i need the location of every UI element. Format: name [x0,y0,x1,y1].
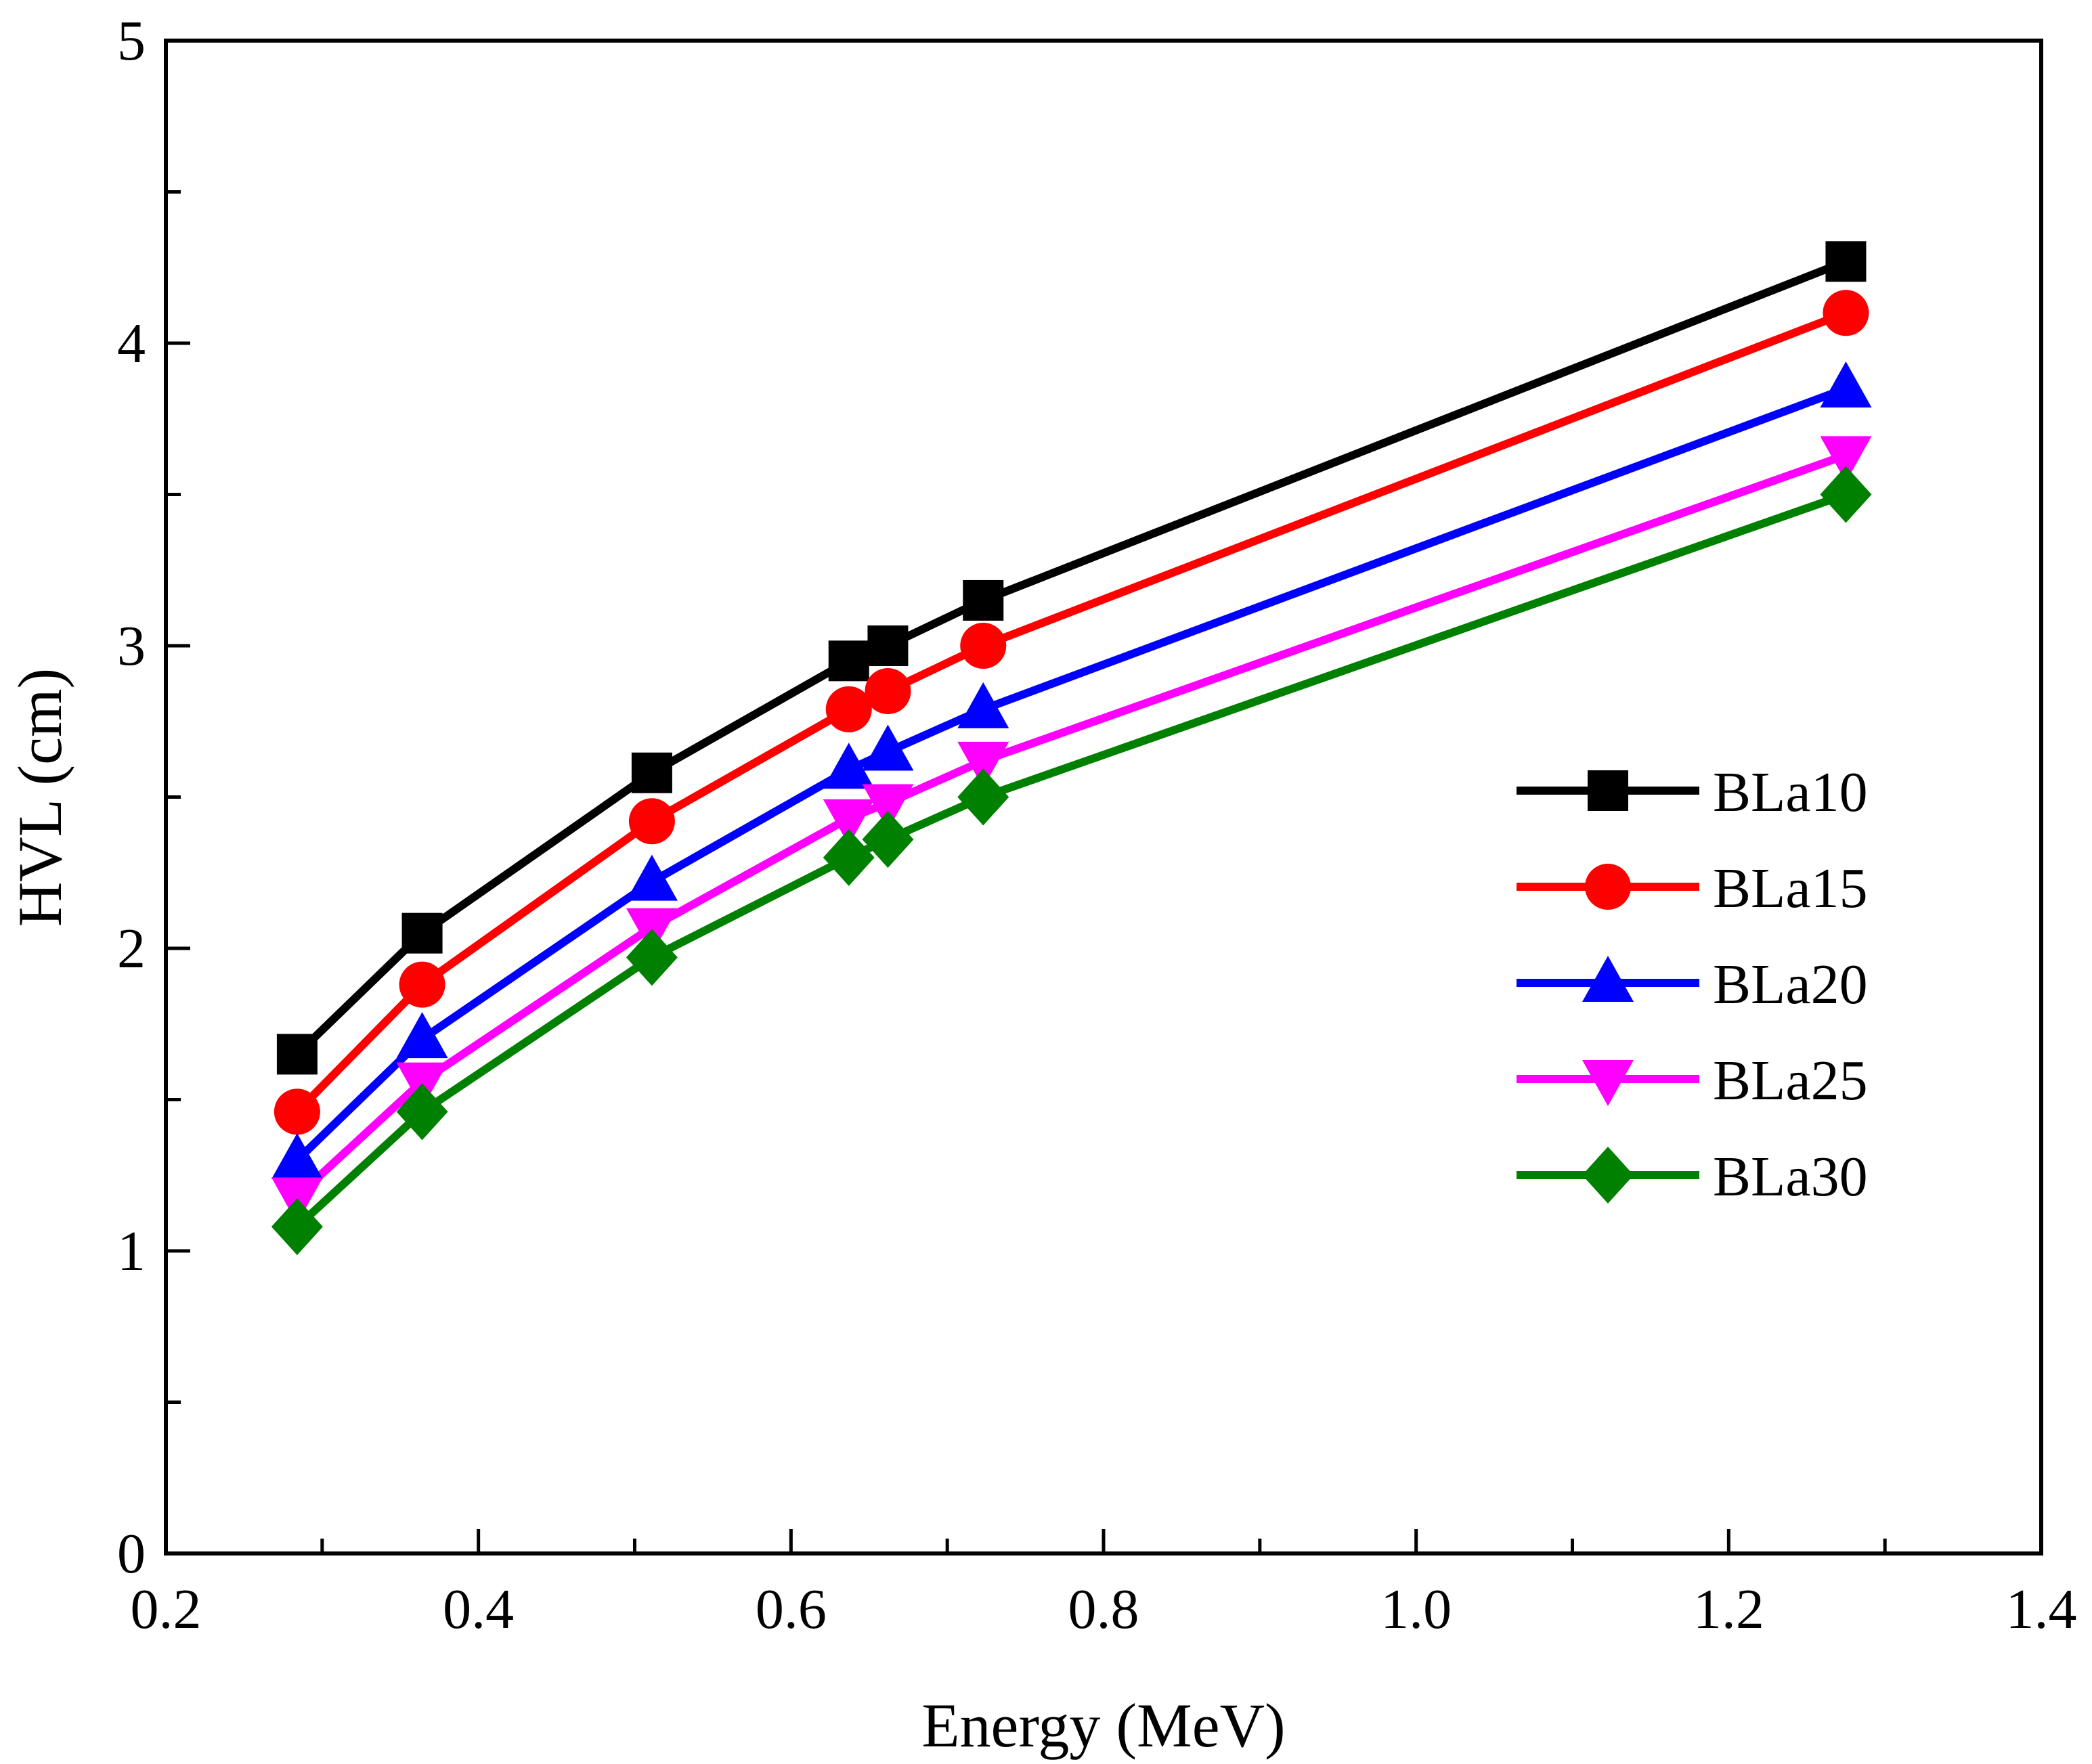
x-tick-label: 0.6 [756,1578,827,1641]
data-point-bla10 [963,579,1004,621]
data-point-bla10 [631,752,672,793]
data-point-bla25 [862,784,914,831]
data-point-bla20 [626,854,678,901]
x-tick-label: 0.8 [1068,1578,1139,1641]
data-point-bla20 [823,743,875,789]
legend-marker-bla25 [1582,1060,1634,1106]
series-markers [271,241,1872,1256]
legend-label-bla30: BLa30 [1713,1145,1868,1208]
y-tick-label: 1 [117,1220,146,1283]
data-point-bla20 [957,682,1009,728]
data-point-bla25 [957,741,1009,788]
y-tick-label: 4 [117,312,146,375]
data-point-bla30 [271,1198,323,1256]
legend: BLa10 BLa15 BLa20 BLa25 BLa30 [1517,761,1868,1208]
legend-marker-bla30 [1582,1147,1634,1204]
data-point-bla10 [867,625,909,666]
data-point-bla15 [399,961,445,1008]
legend-marker-bla10 [1588,770,1628,811]
legend-label-bla15: BLa15 [1713,857,1868,920]
data-point-bla20 [862,724,914,771]
data-point-bla20 [1820,361,1872,408]
data-point-bla25 [1820,436,1872,483]
data-point-bla30 [626,929,678,986]
axis-ticks [164,39,2043,1556]
x-tick-label: 1.4 [2006,1578,2077,1641]
data-point-bla30 [957,768,1009,826]
data-point-bla10 [276,1034,318,1075]
y-tick-label: 0 [117,1522,146,1585]
data-point-bla15 [274,1088,320,1135]
data-point-bla10 [1825,241,1867,282]
data-point-bla20 [396,1012,448,1059]
axis-tick-labels: 0.2 0.4 0.6 0.8 1.0 1.2 1.4 0 1 2 3 4 5 [117,9,2077,1641]
legend-label-bla10: BLa10 [1713,761,1868,824]
x-tick-label: 0.4 [443,1578,514,1641]
data-point-bla15 [865,668,911,715]
data-point-bla20 [271,1132,323,1179]
y-axis-title: HVL (cm) [5,668,74,927]
x-axis-title: Energy (MeV) [921,1691,1285,1760]
data-point-bla15 [1823,290,1869,336]
data-point-bla25 [823,799,875,845]
data-point-bla15 [825,686,872,732]
y-tick-label: 2 [117,917,146,980]
data-point-bla30 [396,1083,448,1141]
data-point-bla15 [628,798,675,845]
y-tick-label: 3 [117,615,146,678]
data-point-bla10 [828,640,869,682]
series-line-bla10 [294,257,1848,1057]
x-tick-label: 0.2 [131,1578,202,1641]
x-tick-label: 1.2 [1693,1578,1764,1641]
data-point-bla30 [823,829,875,886]
data-point-bla30 [862,811,914,868]
data-point-bla30 [1820,466,1872,523]
data-point-bla10 [401,912,443,954]
legend-label-bla20: BLa20 [1713,953,1868,1016]
legend-label-bla25: BLa25 [1713,1049,1868,1112]
x-tick-label: 1.0 [1380,1578,1452,1641]
data-point-bla15 [960,623,1007,669]
legend-marker-bla20 [1582,956,1634,1002]
legend-marker-bla15 [1585,864,1631,910]
y-tick-label: 5 [117,9,146,72]
